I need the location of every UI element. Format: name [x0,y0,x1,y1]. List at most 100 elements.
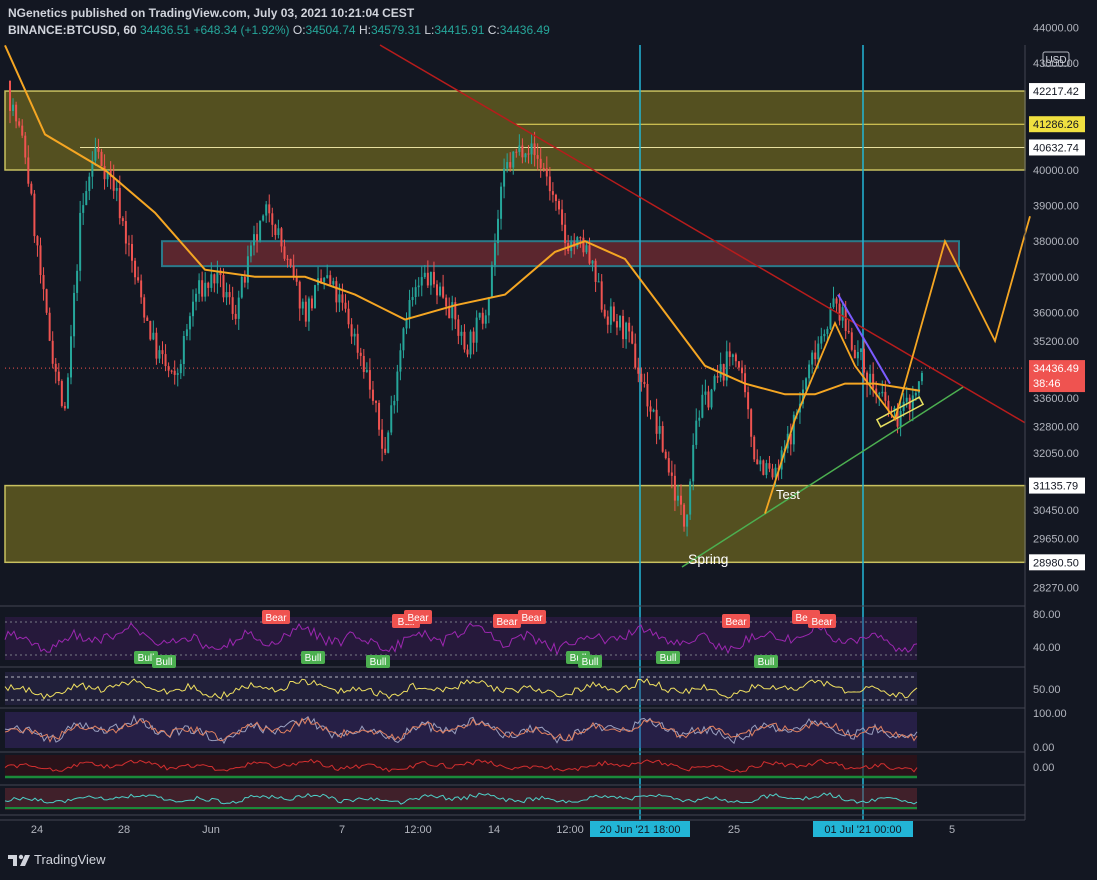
candle-body [603,309,606,317]
candle-body [63,405,66,409]
candle-body [466,349,469,355]
wedge-line [837,294,891,385]
time-axis-tick: 12:00 [556,824,584,836]
candle-body [847,330,850,333]
bear-signal-label: Bear [795,613,817,624]
candle-body [9,80,11,111]
candle-body [204,282,207,297]
candle-body [27,157,30,184]
candle-body [45,289,48,313]
candle-body [481,312,484,324]
candle-body [137,277,140,281]
footer: TradingView [8,852,106,867]
low-label: L: [424,23,435,37]
candle-body [365,370,368,372]
publisher-line: NGenetics published on TradingView.com, … [8,6,415,20]
oscillator-3-line [4,758,918,773]
candle-body [676,495,679,501]
bear-signal-badge [722,614,750,628]
ascending-trendline [681,386,964,568]
candle-body [97,147,100,152]
candle-body [820,336,823,344]
candle-body [112,176,115,191]
price-chart[interactable]: SpringTestBearBullBearBearBearBearBearBe… [0,0,1097,845]
candle-body [362,355,365,372]
candle-body [484,315,487,324]
bull-signal-label: Bull [138,653,155,664]
time-marker-tag [590,821,690,837]
candle-body [253,234,255,246]
candle-body [811,352,814,365]
candle-body [835,298,838,304]
price-level-tag-label: 28980.50 [1033,557,1079,569]
candle-body [283,246,286,259]
candle-body [497,218,499,244]
candle-body [417,285,420,288]
candle-body [21,125,24,136]
candle-body [344,302,347,309]
bull-signal-label: Bull [156,657,173,668]
candle-body [768,463,771,469]
candle-body [445,297,448,307]
candle-body [765,463,768,475]
candle-body [805,378,808,390]
candle-body [94,147,97,161]
candle-body [625,322,628,340]
candle-body [841,307,844,321]
candle-body [686,514,689,527]
candle-body [298,281,301,309]
candle-body [155,332,158,359]
candle-body [213,274,216,284]
bull-signal-label: Bull [305,653,322,664]
last-price-tag-label: 34436.49 [1033,363,1079,375]
candle-body [375,400,377,403]
candle-body [817,343,820,360]
oscillator-2-signal [4,716,918,743]
countdown-label: 38:46 [1033,378,1061,390]
candle-body [899,410,902,427]
candle-body [146,317,149,321]
candle-body [243,276,246,283]
price-axis-tick: 29650.00 [1033,533,1079,545]
bull-signal-label: Bull [370,657,387,668]
candle-body [384,448,387,453]
candle-body [426,272,429,286]
candle-body [70,336,72,378]
support-zone-2 [4,484,1026,564]
candle-body [554,194,557,201]
candle-body [359,352,362,356]
bear-signal-label: Bear [811,617,833,628]
bull-signal-label: Bull [758,657,775,668]
chart-header: NGenetics published on TradingView.com, … [8,5,550,39]
candle-body [262,215,265,221]
candle-body [408,300,411,320]
candle-body [149,320,152,340]
symbol-label[interactable]: BINANCE:BTCUSD, 60 [8,23,137,37]
candle-body [246,256,249,283]
candle-body [521,145,524,158]
tradingview-logo-icon [8,854,30,866]
candle-body [490,265,493,298]
price-axis-tick: 30450.00 [1033,505,1079,517]
candle-body [667,458,670,473]
candle-body [106,170,109,180]
candle-body [558,200,560,210]
candle-body [866,372,869,385]
candle-body [561,209,564,225]
candle-body [356,333,359,353]
candle-body [747,392,750,410]
candle-body [551,191,554,195]
candle-body [493,243,496,266]
candle-body [658,426,661,434]
price-level-tag [1029,116,1085,133]
candle-body [850,332,853,350]
price-axis-tick: 35200.00 [1033,336,1079,348]
last-price: 34436.51 [140,23,191,37]
candle-body [414,287,417,298]
candle-body [76,270,79,293]
candle-body [448,306,451,319]
candle-body [518,145,521,152]
currency-badge[interactable] [1042,51,1070,67]
candle-body [597,281,600,283]
candle-body [606,316,609,325]
